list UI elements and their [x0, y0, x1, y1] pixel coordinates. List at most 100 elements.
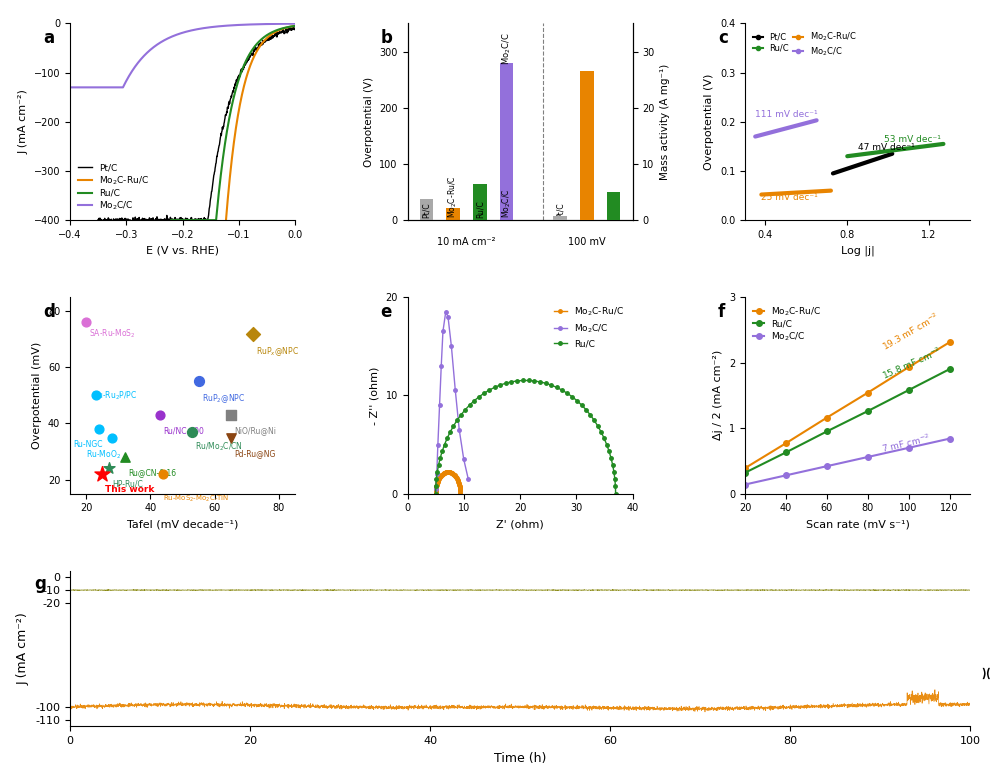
Ru/C [478, 389, 490, 398]
Text: Mo$_2$C-Ru/C: Mo$_2$C-Ru/C [581, 175, 593, 218]
Ru/C [494, 380, 506, 390]
Bar [580, 71, 594, 220]
Mo$_2$C-Ru/C [434, 472, 446, 481]
Text: $\asymp$: $\asymp$ [977, 665, 995, 684]
Point [88, 389, 104, 401]
Ru/C [468, 396, 480, 405]
Legend: Mo$_2$C-Ru/C, Ru/C, Mo$_2$C/C: Mo$_2$C-Ru/C, Ru/C, Mo$_2$C/C [750, 301, 825, 346]
Point [184, 426, 200, 438]
Legend: Pt/C, Mo$_2$C-Ru/C, Ru/C, Mo$_2$C/C: Pt/C, Mo$_2$C-Ru/C, Ru/C, Mo$_2$C/C [75, 160, 152, 216]
Ru/C [289, 21, 301, 30]
Y-axis label: J (mA cm⁻²): J (mA cm⁻²) [17, 612, 30, 685]
Ru/C [545, 380, 557, 390]
Mo$_2$C-Ru/C [244, 61, 256, 70]
Mo$_2$C/C [432, 440, 444, 449]
Ru/C [459, 405, 471, 415]
X-axis label: E (V vs. RHE): E (V vs. RHE) [146, 245, 219, 255]
Ru/C [500, 379, 512, 388]
Text: Ru/NC-400: Ru/NC-400 [163, 426, 204, 435]
Mo$_2$C-Ru/C [430, 489, 442, 498]
Pt/C [208, 167, 220, 177]
Text: c: c [718, 30, 728, 48]
Text: b: b [380, 30, 392, 48]
Y-axis label: Overpotential (V): Overpotential (V) [704, 73, 714, 170]
Point [91, 423, 107, 435]
Line: Mo$_2$C-Ru/C: Mo$_2$C-Ru/C [160, 26, 295, 244]
Mo$_2$C/C [233, 20, 245, 30]
Text: 10 mA cm⁻²: 10 mA cm⁻² [437, 237, 496, 247]
Text: RuP$_x$@NPC: RuP$_x$@NPC [256, 344, 299, 358]
Text: 25 mV dec⁻¹: 25 mV dec⁻¹ [761, 194, 818, 202]
Ru/C [566, 392, 578, 401]
Ru/C [608, 467, 620, 476]
Ru/C [483, 386, 495, 395]
Legend: Pt/C, Ru/C, Mo$_2$C-Ru/C, Mo$_2$C/C: Pt/C, Ru/C, Mo$_2$C-Ru/C, Mo$_2$C/C [749, 27, 860, 61]
Point [155, 468, 171, 480]
Ru/C [511, 376, 523, 386]
Mo$_2$C/C [289, 19, 301, 28]
Ru/C [584, 410, 596, 419]
Mo$_2$C-Ru/C [189, 240, 201, 249]
Point [101, 462, 117, 475]
Text: d: d [43, 303, 55, 321]
Mo$_2$C/C [440, 307, 452, 316]
Line: Mo$_2$C/C: Mo$_2$C/C [70, 23, 295, 87]
Ru/C [551, 383, 563, 392]
Text: Ru-MoS$_2$-Mo$_2$C-TiN: Ru-MoS$_2$-Mo$_2$C-TiN [163, 494, 230, 504]
Text: Ru-MoO$_2$: Ru-MoO$_2$ [86, 449, 121, 462]
Point [223, 408, 239, 421]
Pt/C [143, 215, 155, 224]
Text: Pd-Ru@NG: Pd-Ru@NG [234, 449, 275, 458]
Ru/C [561, 389, 573, 398]
Mo$_2$C/C [166, 32, 178, 41]
Text: Ru/C: Ru/C [609, 200, 618, 218]
Mo$_2$C-Ru/C [454, 489, 466, 498]
Mo$_2$C-Ru/C [256, 39, 268, 48]
Line: Mo$_2$C-Ru/C: Mo$_2$C-Ru/C [434, 470, 462, 495]
Mo$_2$C-Ru/C [435, 471, 447, 480]
Mo$_2$C/C [197, 23, 209, 33]
Line: Pt/C: Pt/C [98, 27, 295, 224]
Ru/C [238, 60, 250, 70]
Pt/C [178, 219, 190, 229]
Text: 19.3 mF cm$^{-2}$: 19.3 mF cm$^{-2}$ [880, 310, 942, 353]
Mo$_2$C-Ru/C [215, 240, 227, 249]
Mo$_2$C/C [214, 22, 226, 31]
Mo$_2$C-Ru/C [431, 478, 443, 487]
Ru/C [528, 376, 540, 386]
Ru/C [439, 440, 451, 449]
Bar [446, 208, 460, 220]
Point [152, 408, 168, 421]
Mo$_2$C/C [445, 341, 457, 351]
Line: Ru/C: Ru/C [434, 379, 617, 495]
Pt/C [224, 97, 236, 106]
Pt/C [182, 214, 194, 223]
Text: Ru@CN-0.16: Ru@CN-0.16 [128, 469, 176, 477]
Text: Mo$_2$C-Ru/C: Mo$_2$C-Ru/C [447, 175, 459, 218]
Ru/C [455, 410, 467, 419]
Text: 47 mV dec⁻¹: 47 mV dec⁻¹ [858, 143, 914, 152]
Ru/C [473, 392, 485, 401]
Ru/C [430, 489, 442, 498]
Bar [473, 184, 487, 220]
Mo$_2$C/C [64, 83, 76, 92]
Ru/C [430, 475, 442, 484]
Mo$_2$C/C [462, 474, 474, 483]
Line: Ru/C: Ru/C [171, 26, 295, 220]
Ru/C [609, 482, 621, 491]
Text: Ru/Mo$_2$C/CN: Ru/Mo$_2$C/CN [195, 440, 243, 453]
Text: SA-Ru-MoS$_2$: SA-Ru-MoS$_2$ [89, 328, 136, 341]
Pt/C [289, 23, 301, 33]
Point [223, 431, 239, 444]
Text: 100 mV: 100 mV [568, 237, 606, 247]
X-axis label: Tafel (mV decade⁻¹): Tafel (mV decade⁻¹) [127, 519, 238, 529]
Text: Pt/C: Pt/C [422, 202, 431, 218]
Bar [607, 192, 620, 220]
Text: RuP$_2$@NPC: RuP$_2$@NPC [202, 393, 245, 405]
Ru/C [505, 377, 517, 387]
Text: a: a [43, 30, 54, 48]
Text: Mo$_2$C-Ru/C: Mo$_2$C-Ru/C [581, 172, 593, 214]
Ru/C [464, 401, 476, 410]
Ru/C [598, 433, 610, 443]
Ru/C [580, 405, 592, 415]
